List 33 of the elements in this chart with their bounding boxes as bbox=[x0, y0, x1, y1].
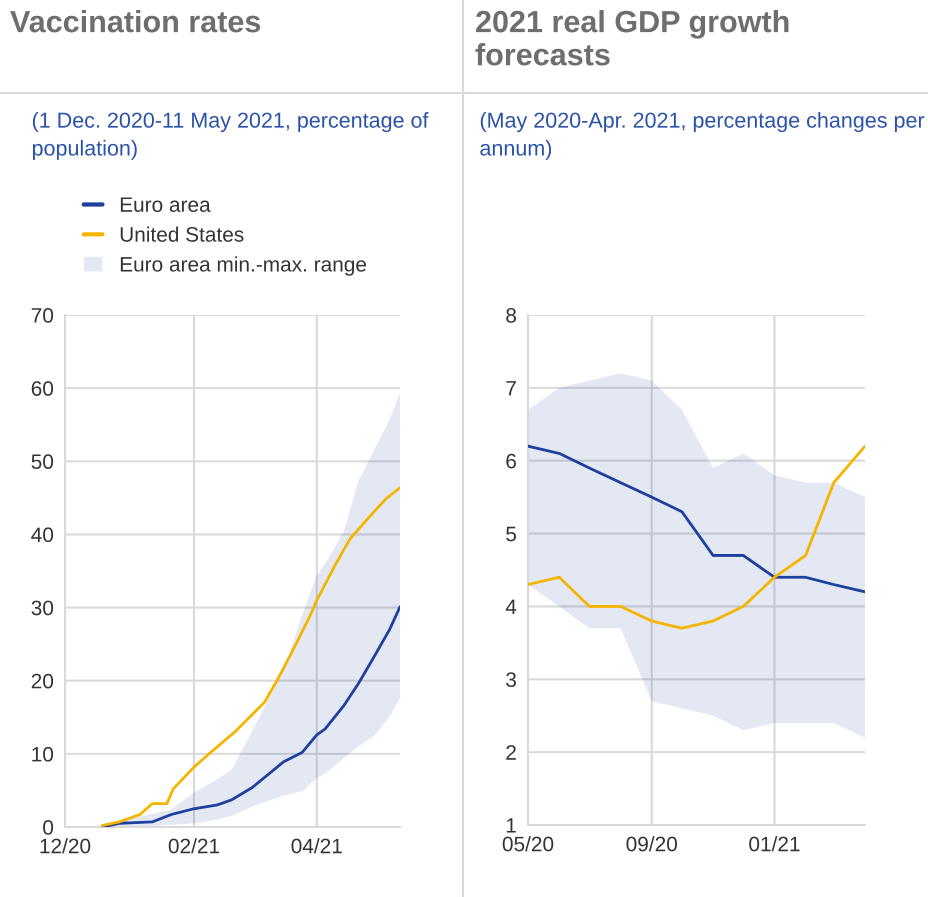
y-tick-label: 0 bbox=[43, 820, 54, 835]
y-tick-label: 50 bbox=[32, 454, 54, 470]
chart-subtitle: (May 2020-Apr. 2021, percentage changes per annum) bbox=[480, 112, 924, 160]
y-tick-label: 60 bbox=[32, 381, 54, 396]
x-tick-label: 05/20 bbox=[502, 836, 554, 852]
line-series bbox=[528, 444, 865, 594]
x-tick-label: 01/21 bbox=[749, 836, 800, 852]
line-series bbox=[101, 486, 400, 827]
chart-title: 2021 real GDP growth forecasts bbox=[476, 10, 788, 66]
y-tick-label: 8 bbox=[506, 308, 516, 323]
chart-title: Vaccination rates bbox=[10, 10, 260, 32]
text: Euro area min.-max. range bbox=[120, 256, 366, 276]
line-series bbox=[528, 444, 865, 630]
y-tick-label: 10 bbox=[32, 746, 54, 762]
x-tick-label: 12/20 bbox=[40, 838, 90, 854]
y-tick-label: 5 bbox=[506, 526, 516, 542]
x-tick-label: 02/21 bbox=[168, 838, 220, 854]
y-tick-label: 20 bbox=[32, 674, 54, 688]
y-tick-label: 2 bbox=[506, 745, 516, 760]
legend-label: Euro area bbox=[120, 197, 211, 212]
y-tick-label: 40 bbox=[31, 527, 54, 542]
y-tick-label: 30 bbox=[32, 600, 54, 616]
legend-label: United States bbox=[120, 226, 244, 242]
line-series bbox=[101, 605, 400, 827]
y-tick-label: 7 bbox=[506, 381, 516, 396]
y-tick-label: 70 bbox=[32, 308, 54, 323]
x-tick-label: 04/21 bbox=[292, 838, 342, 854]
y-tick-label: 3 bbox=[506, 672, 516, 688]
y-tick-label: 4 bbox=[506, 600, 516, 614]
y-tick-label: 6 bbox=[506, 454, 516, 468]
x-tick-label: 09/20 bbox=[626, 836, 677, 852]
y-tick-label: 1 bbox=[506, 818, 516, 833]
chart-subtitle: (1 Dec. 2020-11 May 2021, percentage of population) bbox=[32, 112, 429, 160]
